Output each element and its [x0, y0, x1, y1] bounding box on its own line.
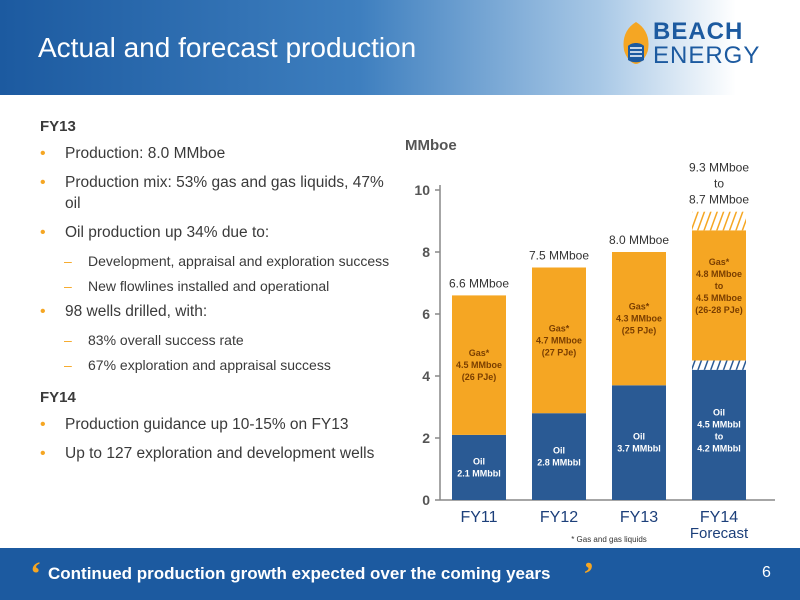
oil-data-label: 4.5 MMbbl	[697, 419, 741, 429]
bar-oil	[692, 369, 746, 500]
sub-bullet-exploration-success: –67% exploration and appraisal success	[40, 355, 390, 375]
total-label: 6.6 MMboe	[449, 276, 509, 290]
gas-data-label: 4.5 MMboe	[696, 293, 742, 303]
gas-data-label: (26 PJe)	[462, 372, 497, 382]
bar-oil	[612, 385, 666, 500]
bullet-dot-icon: •	[40, 416, 46, 433]
bar-gas	[452, 295, 506, 435]
bullet-guidance: • Production guidance up 10-15% on FY13	[40, 414, 390, 435]
bar-oil	[452, 434, 506, 500]
sub-bullet-overall-success: –83% overall success rate	[40, 330, 390, 350]
oil-data-label: Oil	[553, 446, 565, 456]
bullet-wells-fy14: • Up to 127 exploration and development w…	[40, 443, 390, 464]
gas-data-label: Gas*	[629, 302, 650, 312]
bullet-text: Production: 8.0 MMboe	[65, 145, 226, 162]
oil-data-label: 2.1 MMbbl	[457, 468, 501, 478]
quote-close-mark: ’	[583, 556, 595, 593]
gas-data-label: Gas*	[709, 257, 730, 267]
sub-bullet-text: New flowlines installed and operational	[88, 278, 330, 294]
total-label: to	[714, 177, 724, 191]
production-chart-svg: MMboe 0 2 4 6 8 10 Oil 2.1 MMbbl Gas* 4.5 MMboe (26…	[405, 137, 775, 544]
oil-data-label: to	[715, 431, 724, 441]
x-tick-label: FY11	[460, 509, 497, 526]
gas-data-label: (27 PJe)	[542, 347, 577, 357]
bullet-dot-icon: •	[40, 224, 46, 241]
x-tick-label: FY12	[540, 509, 578, 526]
y-axis-label: MMboe	[405, 137, 457, 154]
bullet-text: Production guidance up 10-15% on FY13	[65, 416, 349, 433]
y-tick-label: 8	[422, 244, 430, 260]
quote-open-mark: ‘	[30, 556, 42, 593]
total-label: 9.3 MMboe	[689, 161, 749, 175]
bullet-dot-icon: •	[40, 145, 46, 162]
oil-data-label: 4.2 MMbbl	[697, 443, 741, 453]
chart-footnote: * Gas and gas liquids	[571, 535, 647, 544]
total-label: 7.5 MMboe	[529, 249, 589, 263]
x-tick-sublabel: Forecast	[690, 525, 749, 542]
bullet-dot-icon: •	[40, 303, 46, 320]
gas-data-label: (25 PJe)	[622, 326, 657, 336]
gas-data-label: 4.8 MMboe	[696, 269, 742, 279]
slide-title: Actual and forecast production	[38, 32, 417, 63]
y-tick-label: 0	[422, 492, 430, 508]
footer-banner: ‘ Continued production growth expected o…	[0, 548, 800, 600]
sub-bullet-text: 83% overall success rate	[88, 332, 244, 348]
bar-gas	[612, 252, 666, 386]
bar-gas	[692, 230, 746, 361]
oil-data-label: 2.8 MMbbl	[537, 458, 581, 468]
y-tick-label: 6	[422, 306, 430, 322]
gas-data-label: to	[715, 281, 724, 291]
bullet-text: 98 wells drilled, with:	[65, 303, 208, 320]
fy13-heading: FY13	[40, 118, 76, 135]
y-tick-label: 2	[422, 430, 430, 446]
gas-data-label: 4.7 MMboe	[536, 335, 582, 345]
sub-bullet-text: Development, appraisal and exploration s…	[88, 253, 390, 269]
gas-data-label: Gas*	[549, 323, 570, 333]
oil-data-label: Oil	[633, 432, 645, 442]
gas-data-label: 4.5 MMboe	[456, 360, 502, 370]
page-number: 6	[762, 564, 771, 581]
oil-data-label: Oil	[473, 456, 485, 466]
oil-data-label: 3.7 MMbbl	[617, 444, 661, 454]
dash-icon: –	[64, 253, 72, 269]
logo-mark-icon	[623, 22, 649, 64]
dash-icon: –	[64, 278, 72, 294]
gas-data-label: (26-28 PJe)	[695, 305, 743, 315]
total-label: 8.0 MMboe	[609, 233, 669, 247]
bar-oil	[532, 413, 586, 500]
y-tick-label: 10	[414, 182, 430, 198]
bullet-production: • Production: 8.0 MMboe	[40, 143, 390, 164]
x-tick-label: FY13	[620, 509, 658, 526]
total-label: 8.7 MMboe	[689, 193, 749, 207]
sub-bullet-flowlines: – New flowlines installed and operational	[40, 276, 390, 296]
x-tick-label: FY14	[700, 509, 738, 526]
sub-bullet-text: 67% exploration and appraisal success	[88, 357, 331, 373]
beach-energy-logo: BEACH ENERGY	[620, 18, 759, 70]
oil-data-label: Oil	[713, 407, 725, 417]
bar-gas	[532, 267, 586, 414]
bullet-wells: • 98 wells drilled, with:	[40, 301, 390, 322]
gas-data-label: 4.3 MMboe	[616, 314, 662, 324]
bullet-text: Up to 127 exploration and development we…	[65, 445, 375, 462]
fy14-heading: FY14	[40, 389, 76, 406]
logo-line1: BEACH	[653, 18, 744, 45]
footer-tagline: Continued production growth expected ove…	[48, 564, 551, 583]
bullet-production-mix: • Production mix: 53% gas and gas liquids…	[40, 172, 390, 214]
bullet-dot-icon: •	[40, 445, 46, 462]
production-chart: MMboe 0 2 4 6 8 10 Oil 2.1 MMbbl Gas* 4.5 MMboe (26…	[395, 130, 790, 550]
y-tick-label: 4	[422, 368, 430, 384]
dash-icon: –	[64, 332, 72, 348]
header-banner: Actual and forecast production BEACH ENE…	[0, 0, 800, 95]
bullet-text: Production mix: 53% gas and gas liquids,…	[65, 174, 384, 212]
bar-gas-range	[692, 211, 746, 231]
bullet-oil-production: • Oil production up 34% due to:	[40, 222, 390, 243]
logo-line2: ENERGY	[653, 42, 761, 69]
left-text-panel: FY13 • Production: 8.0 MMboe • Production …	[40, 118, 390, 472]
dash-icon: –	[64, 357, 72, 373]
bullet-text: Oil production up 34% due to:	[65, 224, 270, 241]
bar-oil-range	[692, 360, 746, 370]
sub-bullet-success: – Development, appraisal and exploration …	[40, 251, 390, 271]
bullet-dot-icon: •	[40, 174, 46, 191]
gas-data-label: Gas*	[469, 348, 490, 358]
